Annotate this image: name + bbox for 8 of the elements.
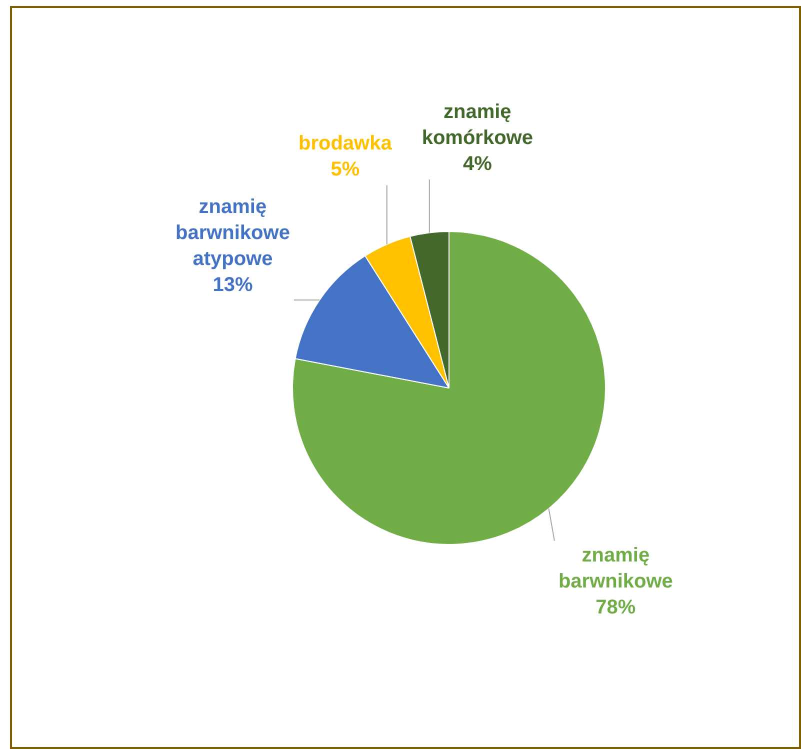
data-label: 4%: [462, 153, 492, 175]
slice-label: znamię komórkowe: [422, 101, 533, 149]
data-label: 13%: [212, 274, 253, 296]
slice-label: brodawka: [298, 132, 393, 155]
data-label: 78%: [596, 596, 636, 618]
data-label: 5%: [330, 158, 360, 181]
slice-label: znamię barwnikowe: [558, 544, 673, 592]
slice-label: znamię barwnikowe atypowe: [175, 196, 290, 270]
